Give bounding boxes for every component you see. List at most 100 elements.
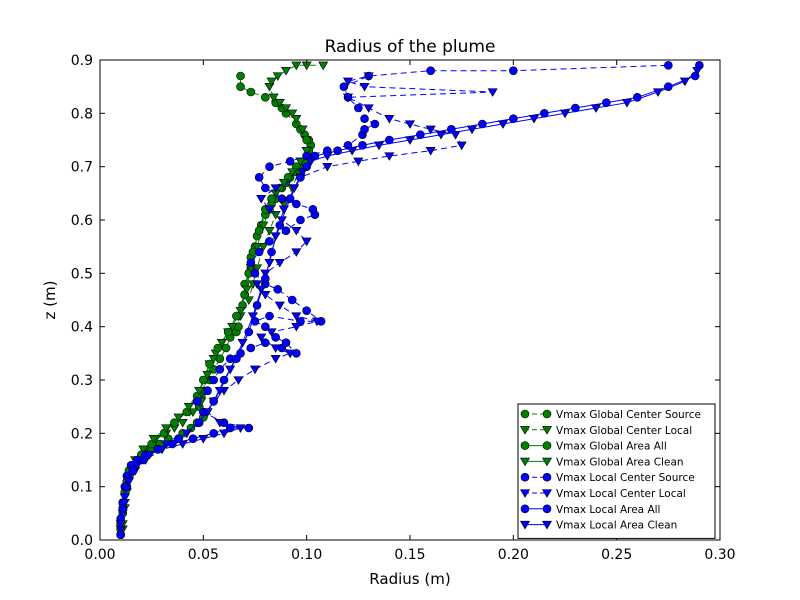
- legend-label: Vmax Global Area All: [556, 441, 667, 453]
- data-point: [250, 269, 260, 278]
- y-tick-label: 0.0: [71, 533, 93, 549]
- data-point: [287, 168, 298, 177]
- data-point: [652, 88, 664, 97]
- data-point: [278, 205, 289, 215]
- data-point: [528, 114, 540, 124]
- data-point: [256, 285, 267, 295]
- data-point: [132, 461, 143, 471]
- y-tick-label: 0.1: [71, 480, 93, 496]
- data-point: [450, 130, 461, 140]
- y-tick-label: 0.6: [71, 213, 93, 229]
- legend-marker: [520, 472, 530, 482]
- data-point: [216, 338, 227, 348]
- data-point: [264, 205, 275, 215]
- axis-layer: 0.00 0.05 0.10 0.15 0.20 0.25 0.30 0.0 0.1 0.2 0.3…: [71, 53, 736, 563]
- data-point: [218, 429, 230, 439]
- data-point: [233, 376, 244, 385]
- data-point: [301, 146, 312, 156]
- y-tick-label: 0.8: [71, 106, 93, 122]
- data-point: [249, 365, 261, 375]
- data-point: [235, 424, 246, 433]
- data-point: [256, 333, 267, 343]
- data-point: [322, 162, 333, 172]
- data-point: [277, 194, 287, 203]
- data-point: [264, 226, 275, 236]
- data-point: [359, 82, 370, 92]
- data-point: [266, 328, 277, 337]
- data-point: [285, 349, 296, 359]
- data-point: [209, 375, 218, 385]
- data-point: [237, 338, 248, 348]
- data-point: [244, 423, 254, 433]
- legend-marker: [542, 441, 552, 450]
- y-tick-label: 0.7: [71, 160, 93, 176]
- data-point: [296, 215, 305, 225]
- data-point: [225, 365, 236, 375]
- x-tick-label: 0.20: [498, 547, 529, 563]
- data-point: [115, 520, 126, 529]
- data-point: [264, 258, 275, 268]
- data-point: [270, 344, 281, 353]
- data-point: [308, 205, 318, 214]
- data-point: [246, 258, 256, 267]
- data-point: [281, 226, 291, 235]
- x-tick-label: 0.00: [84, 547, 115, 563]
- legend-item: Vmax Local Area All: [520, 504, 660, 516]
- y-tick-label: 0.9: [71, 53, 93, 69]
- legend-marker: [542, 472, 552, 482]
- data-point: [208, 354, 219, 364]
- data-point: [261, 183, 270, 193]
- series-line: [120, 75, 493, 530]
- data-point: [265, 162, 274, 171]
- data-point: [291, 226, 302, 236]
- series-layer: [115, 61, 704, 539]
- data-point: [260, 290, 271, 300]
- data-point: [280, 66, 292, 76]
- chart-title: Radius of the plume: [325, 37, 496, 57]
- data-point: [291, 61, 302, 71]
- x-tick-label: 0.15: [394, 547, 425, 563]
- legend-marker: [519, 426, 531, 435]
- data-point: [258, 221, 269, 231]
- data-point: [426, 66, 435, 75]
- data-point: [161, 424, 172, 433]
- data-point: [215, 365, 225, 374]
- data-point: [119, 498, 130, 508]
- series-7: [115, 66, 703, 529]
- data-point: [260, 269, 271, 279]
- data-point: [342, 93, 354, 103]
- data-point: [360, 125, 369, 134]
- data-point: [188, 434, 198, 443]
- data-point: [258, 242, 269, 252]
- legend-marker: [519, 489, 531, 498]
- data-point: [353, 157, 364, 167]
- data-point: [384, 114, 395, 124]
- data-point: [254, 247, 264, 257]
- legend-marker: [542, 504, 552, 514]
- data-point: [285, 157, 295, 166]
- data-point: [268, 93, 279, 103]
- data-point: [247, 312, 258, 321]
- data-point: [679, 77, 690, 87]
- data-point: [274, 301, 285, 311]
- data-point: [318, 61, 329, 71]
- data-point: [265, 311, 274, 321]
- legend-marker: [541, 426, 553, 435]
- data-point: [487, 88, 498, 97]
- data-point: [266, 77, 277, 87]
- data-point: [363, 72, 374, 81]
- data-point: [194, 418, 204, 427]
- data-point: [360, 114, 369, 123]
- data-point: [202, 408, 213, 417]
- data-point: [297, 168, 308, 177]
- data-point: [235, 306, 246, 316]
- data-point: [144, 450, 155, 460]
- data-point: [509, 66, 518, 75]
- data-point: [241, 285, 252, 295]
- data-point: [116, 530, 125, 539]
- data-point: [289, 184, 300, 193]
- data-point: [261, 93, 270, 102]
- legend-label: Vmax Global Center Source: [556, 409, 701, 421]
- x-tick-label: 0.25: [601, 547, 632, 563]
